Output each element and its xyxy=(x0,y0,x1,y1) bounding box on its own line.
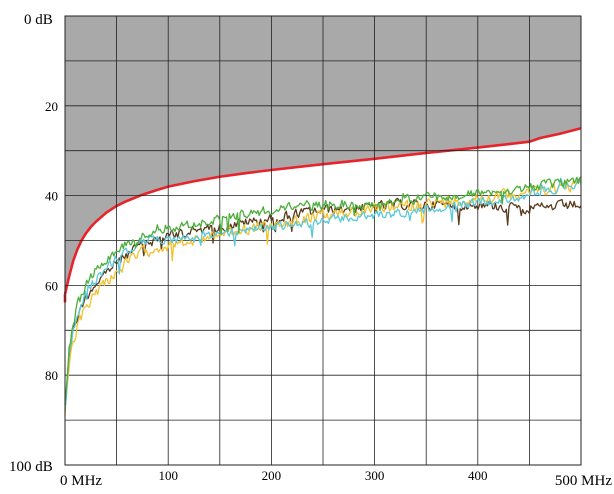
x-tick-label: 100 xyxy=(158,468,178,483)
y-tick-label: 20 xyxy=(45,99,58,114)
x-tick-label: 500 MHz xyxy=(555,473,612,489)
x-tick-label: 0 MHz xyxy=(60,473,102,489)
y-tick-label: 80 xyxy=(45,368,58,383)
limit-line xyxy=(63,126,582,295)
series-line-1 xyxy=(64,178,582,417)
y-tick-label: 100 dB xyxy=(9,459,53,475)
series-layer xyxy=(64,176,582,417)
x-tick-label: 400 xyxy=(468,468,488,483)
y-tick-label: 0 dB xyxy=(24,12,53,28)
series-line-3 xyxy=(64,176,582,405)
x-tick-label: 200 xyxy=(262,468,282,483)
plot-border xyxy=(64,15,582,466)
x-tick-label: 300 xyxy=(365,468,385,483)
axis-layer: 0 dB 20 40 60 80 100 dB 0 MHz 100 200 300 400 500 M… xyxy=(9,12,612,489)
y-tick-label: 40 xyxy=(45,189,58,204)
y-tick-label: 60 xyxy=(45,278,58,293)
